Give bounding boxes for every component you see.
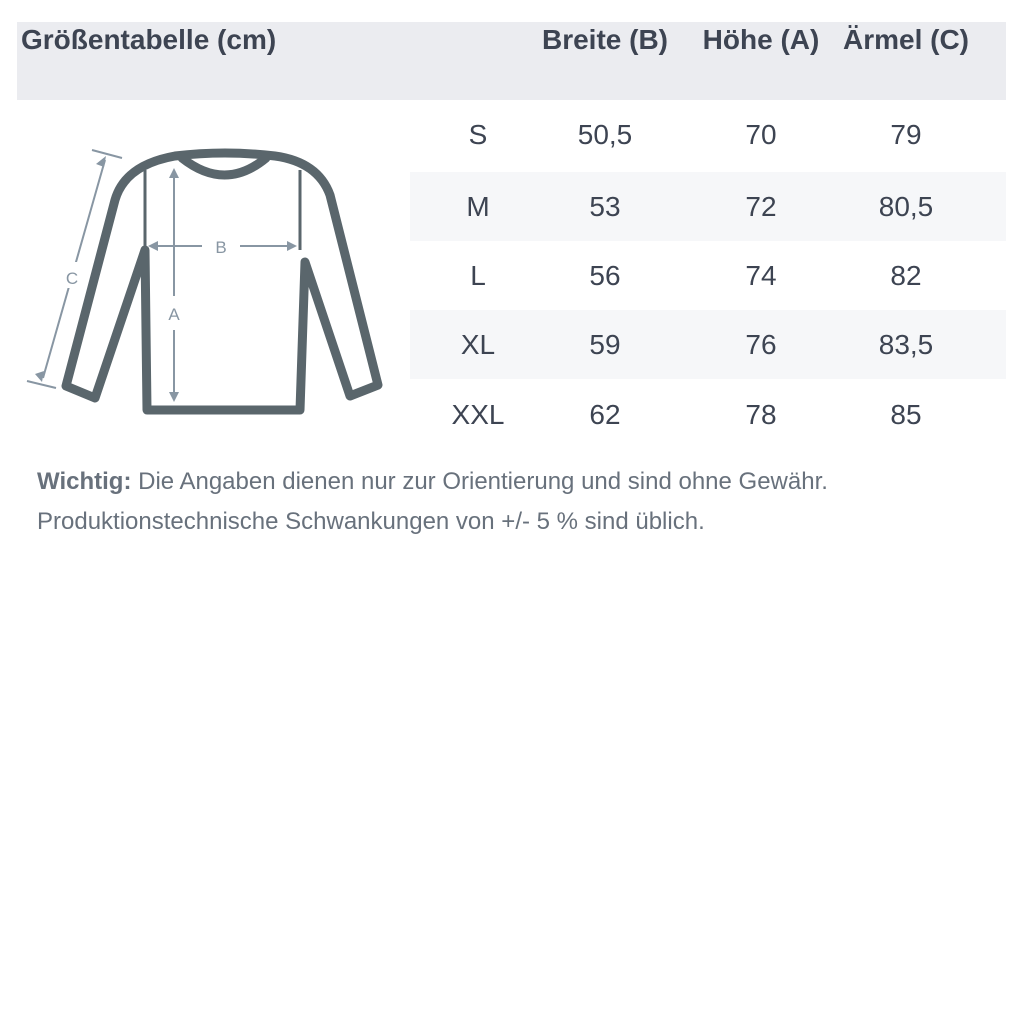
table-cell: 72	[745, 190, 777, 222]
shirt-outline	[61, 148, 383, 415]
table-cell: 53	[589, 190, 621, 222]
label-c: C	[66, 269, 78, 288]
size-label: L	[470, 259, 486, 291]
table-cell: 78	[745, 398, 777, 430]
label-b: B	[215, 238, 226, 257]
table-row: M 53 72 80,5	[410, 172, 1006, 241]
table-row: L 56 74 82	[410, 241, 1006, 310]
longsleeve-shirt-icon: C A B	[26, 148, 383, 415]
size-label: S	[468, 118, 488, 150]
table-cell: 76	[745, 328, 777, 360]
table-cell: 56	[589, 259, 621, 291]
table-row: S 50,5 70 79	[410, 100, 1006, 169]
table-row: XL 59 76 83,5	[410, 310, 1006, 379]
table-cell: 79	[890, 118, 922, 150]
table-header	[17, 22, 1006, 100]
label-a: A	[168, 305, 180, 324]
table-cell: 74	[745, 259, 777, 291]
size-label: M	[466, 190, 490, 222]
size-label: XXL	[451, 398, 505, 430]
note: Wichtig: Die Angaben dienen nur zur Orie…	[37, 462, 828, 542]
note-line2: Produktionstechnische Schwankungen von +…	[37, 508, 705, 535]
table-cell: 70	[745, 118, 777, 150]
table-cell: 82	[890, 259, 922, 291]
column-header-hoehe: Höhe (A)	[702, 24, 820, 55]
table-cell: 85	[890, 398, 922, 430]
size-label: XL	[460, 328, 496, 360]
note-label: Wichtig:	[37, 468, 132, 495]
table-cell: 50,5	[577, 118, 633, 150]
column-header-aermel: Ärmel (C)	[842, 24, 970, 55]
note-line1: Die Angaben dienen nur zur Orientierung …	[138, 468, 828, 495]
table-cell: 59	[589, 328, 621, 360]
shirt-collar	[177, 153, 271, 180]
table-row: XXL 62 78 85	[410, 380, 1006, 449]
page-title: Größentabelle (cm)	[21, 24, 277, 55]
table-cell: 83,5	[878, 328, 934, 360]
column-header-breite: Breite (B)	[541, 24, 669, 55]
table-cell: 80,5	[878, 190, 934, 222]
table-cell: 62	[589, 398, 621, 430]
